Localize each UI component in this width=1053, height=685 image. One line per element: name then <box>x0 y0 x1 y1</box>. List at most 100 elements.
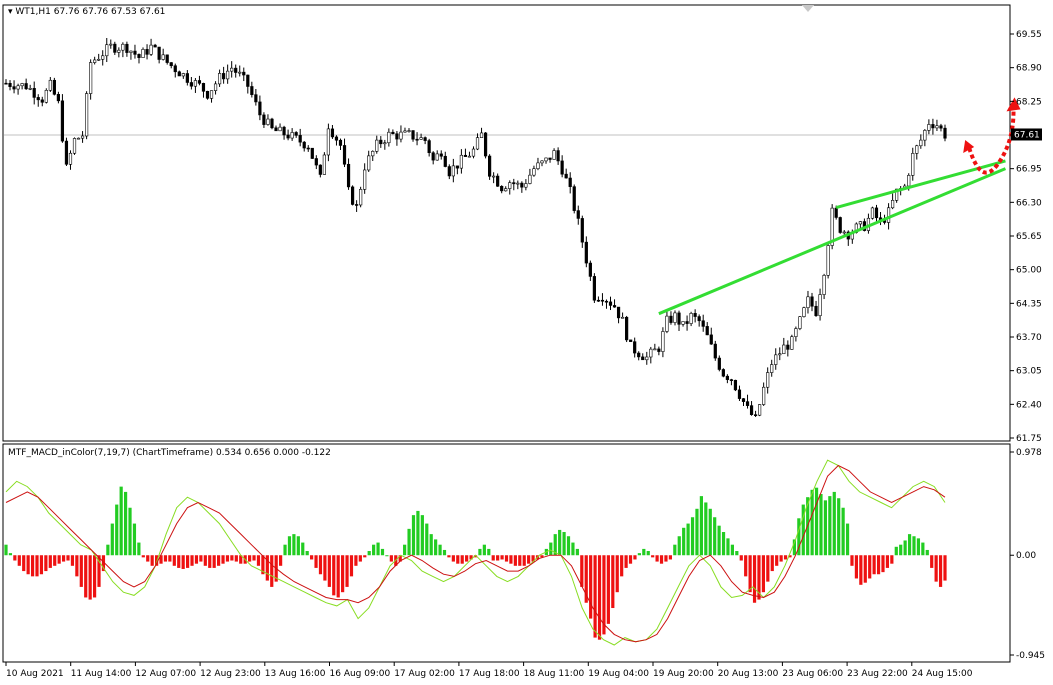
candle-body <box>806 296 810 308</box>
candle-body <box>165 54 169 63</box>
scroll-shift-marker[interactable] <box>802 5 814 12</box>
candle-body <box>56 94 60 102</box>
histogram-bar <box>163 555 168 562</box>
histogram-bar <box>899 544 903 556</box>
histogram-bar <box>39 555 44 575</box>
histogram-bar <box>726 538 730 556</box>
candle-body <box>153 44 157 48</box>
histogram-bar <box>13 555 17 561</box>
candle-body <box>701 320 705 327</box>
candle-body <box>766 372 770 388</box>
candle-body <box>600 299 605 302</box>
candle-body <box>161 54 165 60</box>
histogram-bar <box>482 544 486 556</box>
histogram-bar <box>115 504 119 556</box>
candle-body <box>907 175 911 187</box>
candle-body <box>717 357 721 370</box>
candle-body <box>588 262 592 277</box>
candle-body <box>725 375 729 380</box>
histogram-bar <box>177 555 181 568</box>
histogram-bar <box>172 555 176 566</box>
histogram-bar <box>92 555 97 598</box>
histogram-bar <box>885 555 890 568</box>
candle-body <box>234 67 238 73</box>
histogram-bar <box>30 555 35 577</box>
histogram-bar <box>606 555 610 624</box>
histogram-bar <box>690 517 695 556</box>
histogram-bar <box>540 555 544 558</box>
price-tick-label: 68.90 <box>1016 64 1042 74</box>
candle-body <box>713 343 717 359</box>
candle-body <box>355 204 359 206</box>
time-tick-label: 16 Aug 09:00 <box>330 669 391 679</box>
candle-body <box>870 207 875 219</box>
histogram-bar <box>770 555 774 572</box>
candle-body <box>645 356 649 361</box>
candle-body <box>943 127 947 139</box>
candle-body <box>620 316 625 319</box>
histogram-bar <box>469 555 473 560</box>
candle-body <box>745 401 750 406</box>
histogram-bar <box>491 555 495 561</box>
candle-body <box>395 133 399 140</box>
candle-body <box>891 200 895 209</box>
histogram-bar <box>212 555 216 568</box>
histogram-bar <box>744 555 748 577</box>
candle-body <box>524 183 528 188</box>
histogram-bar <box>48 555 52 568</box>
time-tick-label: 13 Aug 16:00 <box>265 669 326 679</box>
candle-body <box>508 182 512 189</box>
candle-body <box>741 398 746 402</box>
histogram-bar <box>341 555 345 593</box>
candle-body <box>838 217 842 233</box>
candle-body <box>306 147 310 150</box>
candle-body <box>375 139 379 152</box>
histogram-bar <box>921 542 925 556</box>
histogram-bar <box>287 536 292 556</box>
time-tick-label: 12 Aug 23:00 <box>200 669 261 679</box>
candle-body <box>874 207 879 219</box>
histogram-bar <box>823 500 828 556</box>
histogram-bar <box>854 555 859 579</box>
histogram-bar <box>398 555 402 562</box>
histogram-bar <box>119 486 123 556</box>
histogram-bar <box>17 555 21 566</box>
histogram-bar <box>593 555 597 638</box>
candle-body <box>911 153 915 176</box>
collapse-triangle-icon[interactable]: ▾ <box>8 7 13 17</box>
candle-body <box>826 245 830 276</box>
histogram-bar <box>185 555 190 568</box>
price-axis: 69.5568.9068.2567.6066.9566.3065.6565.00… <box>1010 30 1042 444</box>
histogram-bar <box>279 555 283 566</box>
histogram-bar <box>783 555 788 560</box>
candle-body <box>399 131 403 140</box>
candle-body <box>669 315 673 323</box>
macd-line <box>5 459 946 646</box>
trendline[interactable] <box>658 167 1007 316</box>
histogram-bar <box>106 544 110 556</box>
candle-body <box>346 163 351 188</box>
histogram-bar <box>367 551 371 556</box>
candle-body <box>778 353 782 356</box>
candle-body <box>298 135 302 143</box>
candle-body <box>189 82 193 87</box>
candle-body <box>794 328 798 337</box>
histogram-bar <box>292 534 296 556</box>
histogram-bar <box>739 555 743 561</box>
histogram-bar <box>460 555 464 564</box>
time-tick-label: 10 Aug 2021 <box>6 669 64 679</box>
arrow-head-left-icon <box>963 139 975 153</box>
candle-body <box>637 352 641 358</box>
candle-body <box>488 155 492 177</box>
histogram-bar <box>8 553 13 556</box>
histogram-bar <box>323 555 327 581</box>
candle-body <box>729 379 734 381</box>
candle-body <box>560 160 564 175</box>
candle-body <box>379 139 383 145</box>
candle-body <box>552 150 556 160</box>
candle-body <box>28 88 32 90</box>
histogram-bar <box>26 555 30 575</box>
candle-body <box>858 221 862 225</box>
candle-body <box>685 321 689 324</box>
histogram-bar <box>332 555 336 596</box>
